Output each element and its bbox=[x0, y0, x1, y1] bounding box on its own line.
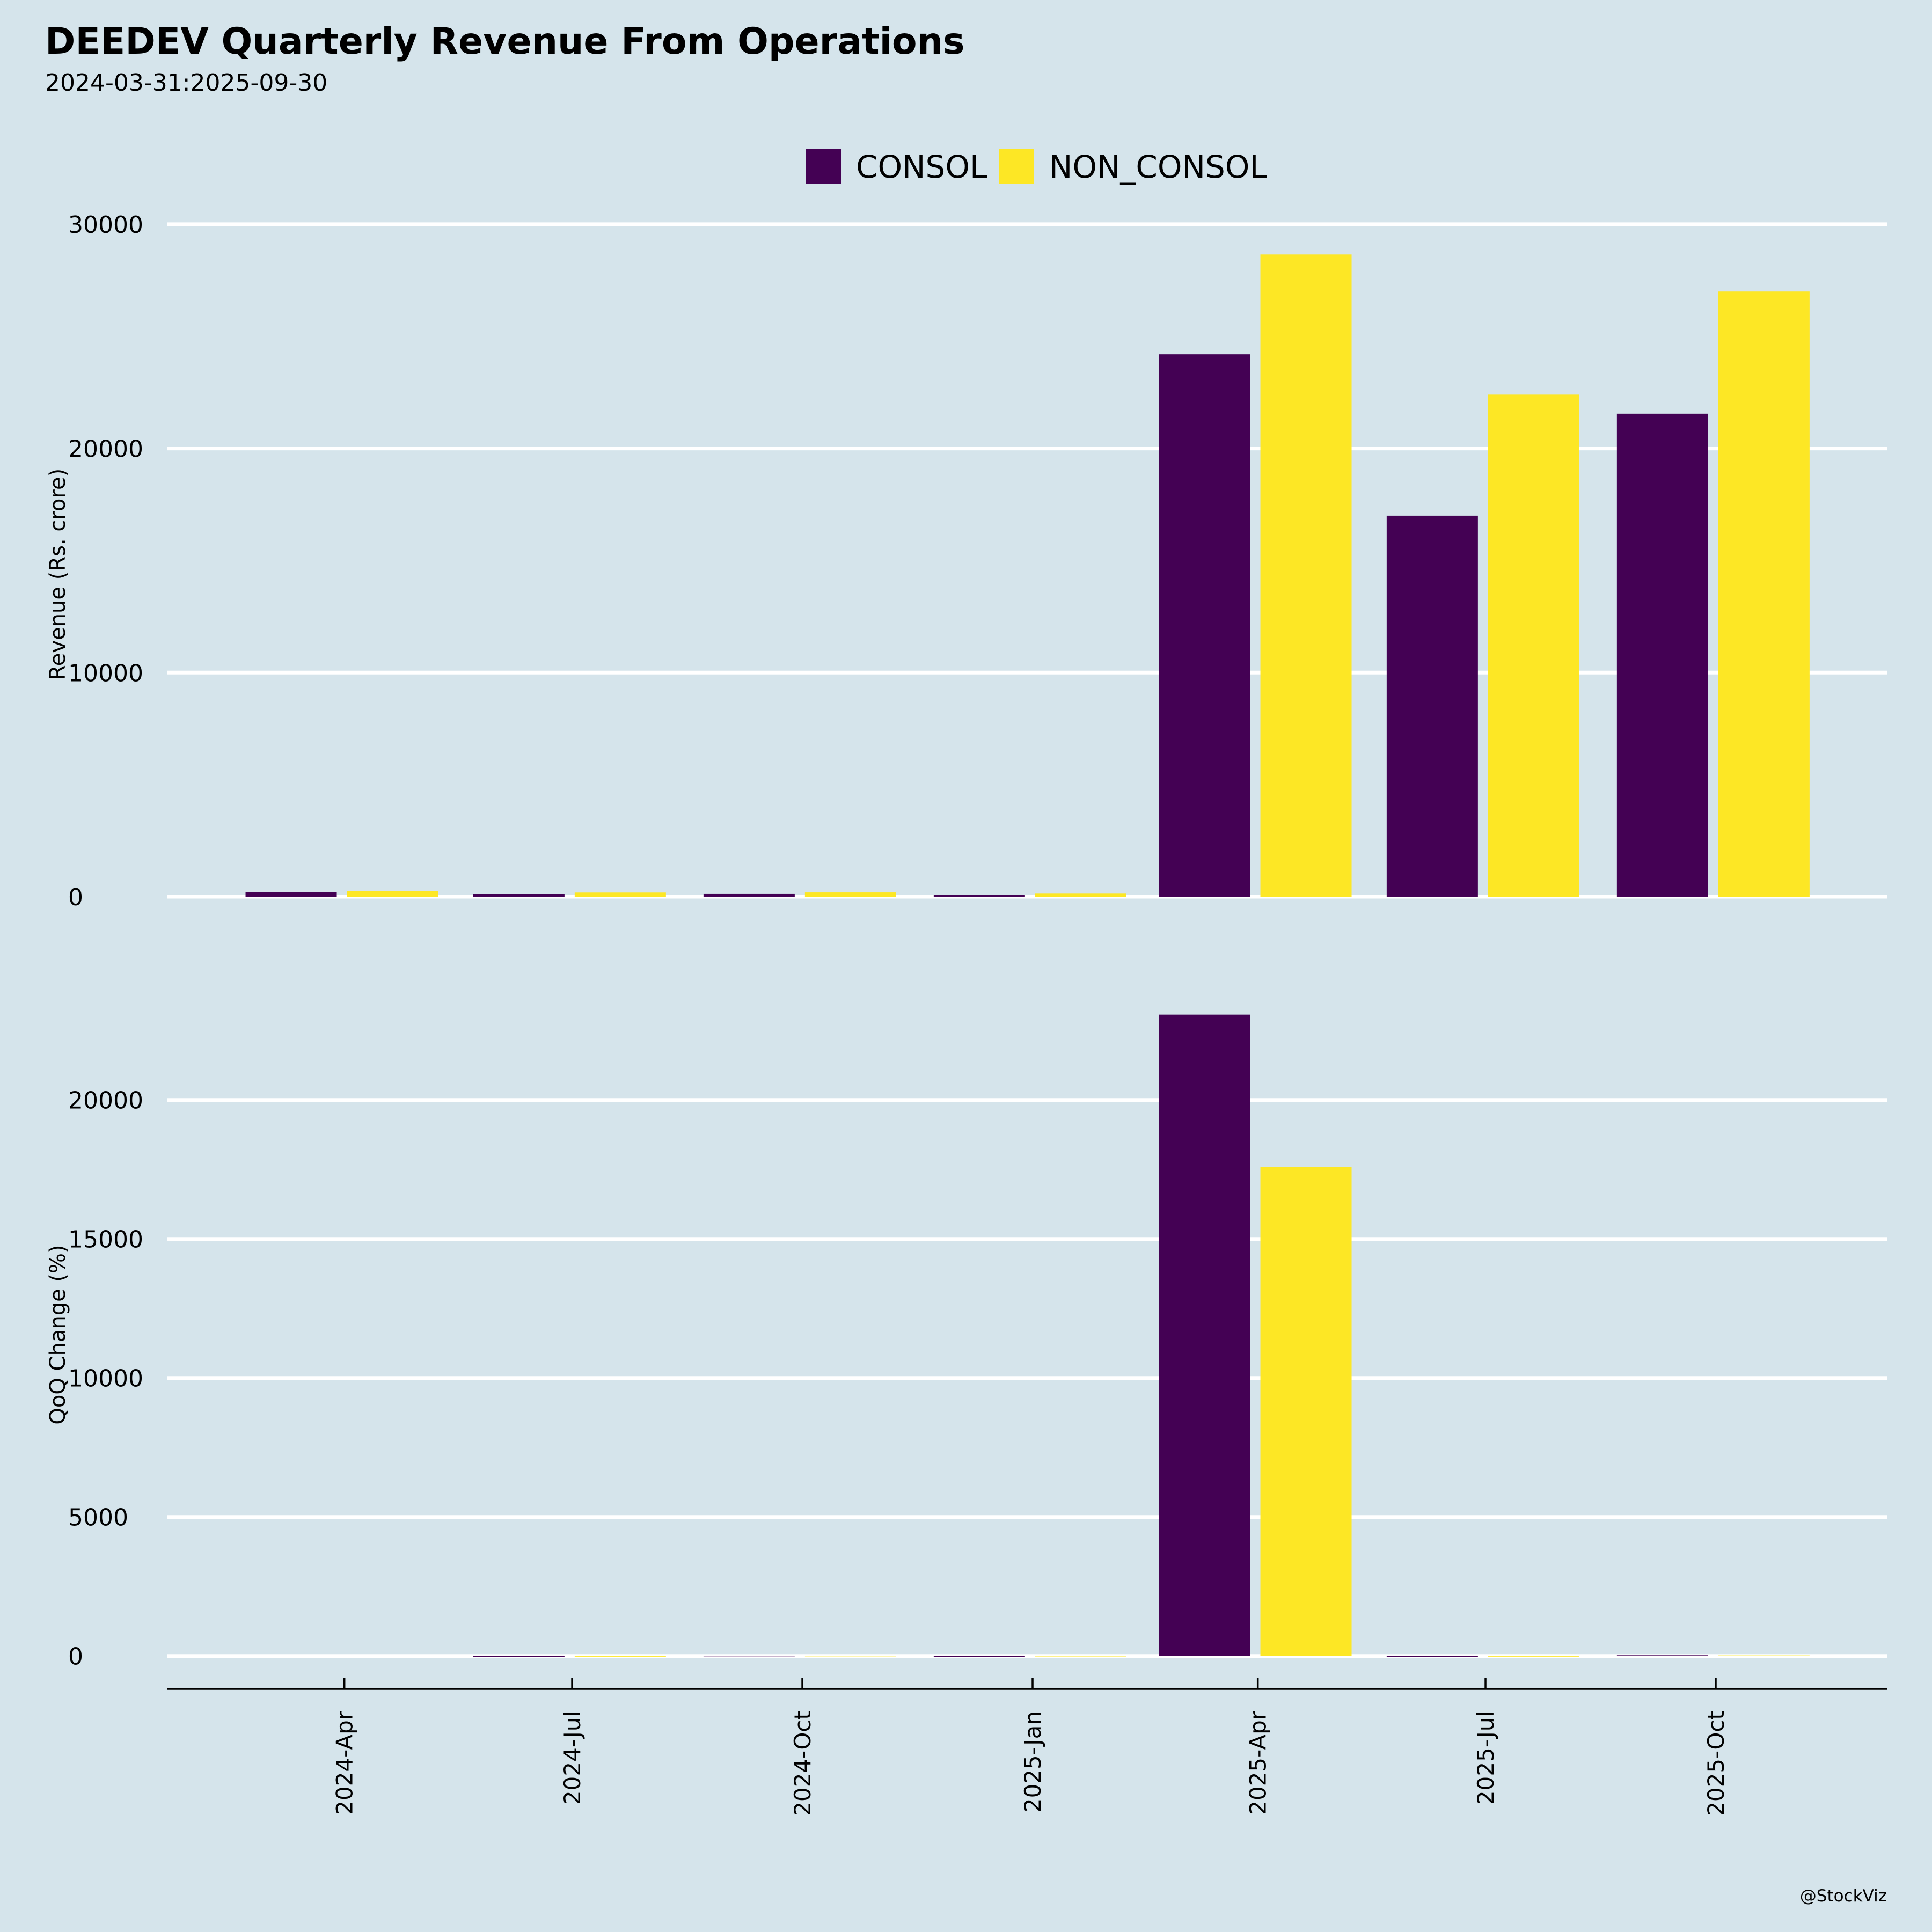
x-tick-label: 2025-Jul bbox=[1473, 1711, 1499, 1805]
revenue-y-tick-label: 10000 bbox=[68, 660, 143, 687]
qoq-y-tick-label: 5000 bbox=[68, 1504, 128, 1532]
qoq-bar-consol bbox=[933, 1656, 1025, 1657]
chart-title: DEEDEV Quarterly Revenue From Operations bbox=[45, 20, 965, 63]
qoq-bar-consol bbox=[1386, 1656, 1478, 1657]
legend-label-consol: CONSOL bbox=[856, 149, 987, 185]
x-tick-label: 2025-Apr bbox=[1245, 1710, 1271, 1815]
revenue-y-tick-label: 20000 bbox=[68, 436, 143, 463]
revenue-y-axis-label: Revenue (Rs. crore) bbox=[46, 469, 70, 680]
revenue-bar-consol bbox=[473, 894, 565, 897]
qoq-panel: 0 5000 10000 15000 20000 QoQ Change (%) 2024… bbox=[46, 1014, 1887, 1816]
revenue-bar-non-consol bbox=[574, 892, 666, 897]
qoq-y-tick-label: 0 bbox=[68, 1643, 83, 1671]
qoq-bar-consol bbox=[473, 1656, 565, 1657]
revenue-gridlines bbox=[167, 222, 1887, 899]
revenue-bar-consol bbox=[703, 893, 795, 897]
qoq-y-tick-label: 10000 bbox=[68, 1365, 143, 1393]
legend: CONSOL NON_CONSOL bbox=[806, 149, 1267, 185]
revenue-panel: 0 10000 20000 30000 Revenue (Rs. crore) bbox=[46, 211, 1887, 911]
revenue-bar-non-consol bbox=[1488, 394, 1579, 897]
revenue-bar-non-consol bbox=[1260, 254, 1352, 897]
legend-label-non-consol: NON_CONSOL bbox=[1049, 149, 1267, 185]
qoq-y-tick-label: 15000 bbox=[68, 1226, 143, 1254]
revenue-bar-non-consol bbox=[804, 892, 896, 897]
qoq-bar-consol bbox=[1159, 1014, 1250, 1656]
revenue-y-tick-label: 0 bbox=[68, 884, 83, 911]
revenue-y-tick-labels: 0 10000 20000 30000 bbox=[68, 211, 143, 911]
legend-swatch-consol bbox=[806, 149, 841, 184]
revenue-bar-consol bbox=[933, 895, 1025, 897]
qoq-bar-non-consol bbox=[804, 1656, 896, 1657]
revenue-bar-consol bbox=[1159, 354, 1250, 897]
credit-watermark: @StockViz bbox=[1800, 1886, 1887, 1906]
x-tick-label: 2024-Oct bbox=[789, 1711, 816, 1816]
qoq-y-axis-label: QoQ Change (%) bbox=[46, 1245, 70, 1424]
qoq-y-tick-label: 20000 bbox=[68, 1087, 143, 1115]
revenue-bar-non-consol bbox=[1035, 893, 1126, 897]
qoq-bar-consol bbox=[1616, 1655, 1708, 1656]
revenue-y-tick-label: 30000 bbox=[68, 211, 143, 239]
qoq-y-tick-labels: 0 5000 10000 15000 20000 bbox=[68, 1087, 143, 1671]
qoq-bar-non-consol bbox=[1260, 1167, 1352, 1656]
qoq-bars bbox=[473, 1014, 1810, 1657]
revenue-bar-consol bbox=[1616, 413, 1708, 897]
qoq-gridlines bbox=[167, 1098, 1887, 1658]
x-tick-label: 2024-Jul bbox=[559, 1711, 586, 1805]
x-tick-label: 2025-Oct bbox=[1703, 1711, 1729, 1816]
qoq-bar-non-consol bbox=[1488, 1656, 1579, 1657]
legend-swatch-non-consol bbox=[999, 149, 1034, 184]
chart-subtitle: 2024-03-31:2025-09-30 bbox=[45, 69, 327, 97]
revenue-bar-non-consol bbox=[1718, 291, 1810, 897]
revenue-bar-consol bbox=[245, 892, 337, 897]
x-tick-label: 2025-Jan bbox=[1020, 1711, 1046, 1812]
revenue-bars bbox=[245, 254, 1810, 897]
revenue-bar-consol bbox=[1386, 515, 1478, 897]
qoq-bar-non-consol bbox=[1035, 1656, 1126, 1657]
x-tick-label: 2024-Apr bbox=[332, 1710, 358, 1815]
revenue-bar-non-consol bbox=[347, 891, 438, 897]
x-axis-ticks: 2024-Apr 2024-Jul 2024-Oct 2025-Jan 2025-Apr… bbox=[332, 1678, 1729, 1816]
qoq-bar-non-consol bbox=[574, 1656, 666, 1657]
